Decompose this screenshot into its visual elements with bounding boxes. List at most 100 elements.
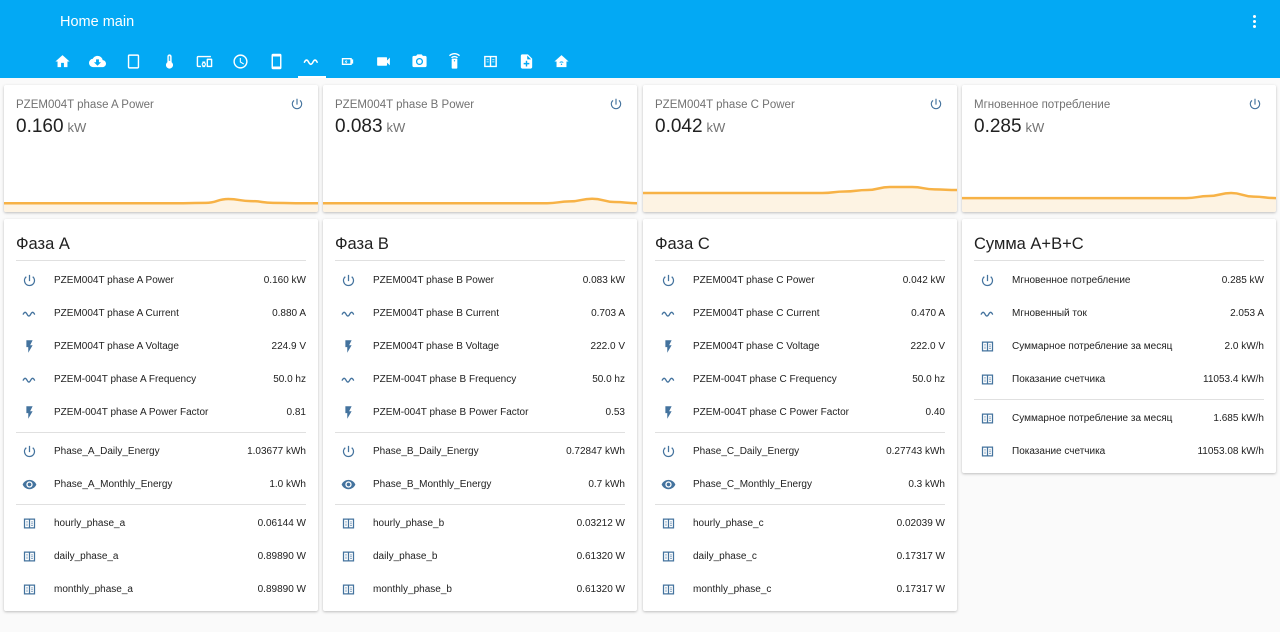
tab-thermometer[interactable] — [153, 44, 185, 78]
sensor-card[interactable]: Мгновенное потребление 0.285 kW — [962, 85, 1276, 212]
entity-name: Мгновенный ток — [1012, 307, 1087, 319]
flash-icon — [16, 399, 42, 425]
eye-icon — [16, 471, 42, 497]
entity-row[interactable]: monthly_phase_a 0.89890 W — [16, 576, 306, 602]
sensor-unit: kW — [706, 120, 726, 135]
sensor-value: 0.042 kW — [655, 116, 725, 138]
entity-name: PZEM004T phase A Voltage — [54, 340, 179, 352]
entities-card: Фаза B PZEM004T phase B Power 0.083 kW PZEM… — [323, 219, 637, 611]
sensor-name: PZEM004T phase B Power — [335, 99, 475, 111]
sensor-card[interactable]: PZEM004T phase C Power 0.042 kW — [643, 85, 957, 212]
entity-row[interactable]: PZEM-004T phase C Power Factor 0.40 — [655, 399, 945, 425]
eye-icon — [655, 471, 681, 497]
divider — [16, 260, 306, 261]
entity-row[interactable]: PZEM-004T phase A Frequency 50.0 hz — [16, 366, 306, 392]
entity-row[interactable]: PZEM004T phase B Current 0.703 A — [335, 300, 625, 326]
divider — [974, 260, 1264, 261]
sensor-value-number: 0.083 — [335, 116, 383, 137]
power-icon[interactable] — [290, 97, 304, 111]
sensor-card[interactable]: PZEM004T phase A Power 0.160 kW — [4, 85, 318, 212]
entity-row[interactable]: PZEM-004T phase B Frequency 50.0 hz — [335, 366, 625, 392]
entity-row[interactable]: PZEM-004T phase A Power Factor 0.81 — [16, 399, 306, 425]
entity-name: PZEM004T phase A Current — [54, 307, 179, 319]
power-icon[interactable] — [609, 97, 623, 111]
entity-row[interactable]: Phase_C_Monthly_Energy 0.3 kWh — [655, 471, 945, 497]
entity-row[interactable]: PZEM004T phase C Current 0.470 A — [655, 300, 945, 326]
entity-row[interactable]: monthly_phase_b 0.61320 W — [335, 576, 625, 602]
entity-name: PZEM004T phase C Voltage — [693, 340, 820, 352]
tab-meter[interactable] — [474, 44, 506, 78]
entity-row[interactable]: daily_phase_c 0.17317 W — [655, 543, 945, 569]
entity-row[interactable]: daily_phase_a 0.89890 W — [16, 543, 306, 569]
entity-value: 0.89890 W — [257, 550, 306, 562]
more-vert-icon[interactable] — [1246, 13, 1262, 33]
power-icon — [16, 438, 42, 464]
entity-row[interactable]: Показание счетчика 11053.08 kW/h — [974, 438, 1264, 464]
power-icon[interactable] — [1248, 97, 1262, 111]
entity-value: 222.0 V — [590, 340, 625, 352]
battery-charging-icon — [341, 57, 354, 65]
entity-row[interactable]: PZEM004T phase A Voltage 224.9 V — [16, 333, 306, 359]
tab-tablet[interactable] — [117, 44, 149, 78]
entity-row[interactable]: PZEM004T phase C Power 0.042 kW — [655, 267, 945, 293]
entity-name: Суммарное потребление за месяц — [1012, 412, 1173, 424]
entity-row[interactable]: PZEM004T phase A Power 0.160 kW — [16, 267, 306, 293]
entity-value: 2.053 A — [1230, 307, 1264, 319]
counter-icon — [335, 576, 361, 602]
entity-value: 1.03677 kWh — [247, 445, 306, 457]
entity-value: 0.880 A — [272, 307, 306, 319]
sensor-name: PZEM004T phase A Power — [16, 99, 154, 111]
entity-name: monthly_phase_b — [373, 583, 452, 595]
sensor-value-number: 0.042 — [655, 116, 703, 137]
entity-row[interactable]: Phase_C_Daily_Energy 0.27743 kWh — [655, 438, 945, 464]
counter-icon — [974, 366, 1000, 392]
entity-row[interactable]: daily_phase_b 0.61320 W — [335, 543, 625, 569]
entity-name: Phase_A_Daily_Energy — [54, 445, 160, 457]
sine-wave-icon — [16, 366, 42, 392]
sine-wave-icon — [335, 366, 361, 392]
power-icon[interactable] — [929, 97, 943, 111]
tab-cellphone[interactable] — [260, 44, 292, 78]
entity-row[interactable]: PZEM004T phase B Power 0.083 kW — [335, 267, 625, 293]
entity-row[interactable]: hourly_phase_b 0.03212 W — [335, 510, 625, 536]
entity-row[interactable]: Суммарное потребление за месяц 2.0 kW/h — [974, 333, 1264, 359]
cellphone-icon — [271, 53, 282, 69]
tab-file-plus[interactable] — [510, 44, 542, 78]
entity-row[interactable]: Phase_B_Daily_Energy 0.72847 kWh — [335, 438, 625, 464]
tab-home-wifi[interactable] — [546, 44, 578, 78]
entity-row[interactable]: hourly_phase_c 0.02039 W — [655, 510, 945, 536]
entity-row[interactable]: Phase_B_Monthly_Energy 0.7 kWh — [335, 471, 625, 497]
tab-remote[interactable] — [439, 44, 471, 78]
entity-row[interactable]: PZEM-004T phase C Frequency 50.0 hz — [655, 366, 945, 392]
sensor-unit: kW — [386, 120, 406, 135]
tab-clock[interactable] — [225, 44, 257, 78]
entity-row[interactable]: Phase_A_Daily_Energy 1.03677 kWh — [16, 438, 306, 464]
entity-row[interactable]: Мгновенный ток 2.053 A — [974, 300, 1264, 326]
entity-name: Phase_C_Monthly_Energy — [693, 478, 812, 490]
tab-video-camera[interactable] — [367, 44, 399, 78]
entity-row[interactable]: PZEM-004T phase B Power Factor 0.53 — [335, 399, 625, 425]
entity-name: Суммарное потребление за месяц — [1012, 340, 1173, 352]
entity-row[interactable]: PZEM004T phase B Voltage 222.0 V — [335, 333, 625, 359]
entity-row[interactable]: PZEM004T phase A Current 0.880 A — [16, 300, 306, 326]
sensor-value-number: 0.160 — [16, 116, 64, 137]
entity-row[interactable]: Мгновенное потребление 0.285 kW — [974, 267, 1264, 293]
entity-name: PZEM-004T phase C Power Factor — [693, 406, 849, 418]
power-icon — [335, 438, 361, 464]
entity-row[interactable]: Показание счетчика 11053.4 kW/h — [974, 366, 1264, 392]
entity-row[interactable]: Phase_A_Monthly_Energy 1.0 kWh — [16, 471, 306, 497]
camera-icon — [411, 53, 427, 67]
entity-row[interactable]: PZEM004T phase C Voltage 222.0 V — [655, 333, 945, 359]
tab-camera[interactable] — [403, 44, 435, 78]
entity-row[interactable]: Суммарное потребление за месяц 1.685 kW/h — [974, 405, 1264, 431]
tab-devices[interactable] — [189, 44, 221, 78]
entity-row[interactable]: hourly_phase_a 0.06144 W — [16, 510, 306, 536]
entity-row[interactable]: monthly_phase_c 0.17317 W — [655, 576, 945, 602]
tab-cloud-download[interactable] — [82, 44, 114, 78]
tab-home[interactable] — [46, 44, 78, 78]
tab-battery-charging[interactable] — [332, 44, 364, 78]
graph-line — [962, 191, 1276, 200]
counter-icon — [335, 543, 361, 569]
sensor-card[interactable]: PZEM004T phase B Power 0.083 kW — [323, 85, 637, 212]
tab-sine-wave[interactable] — [296, 44, 328, 78]
